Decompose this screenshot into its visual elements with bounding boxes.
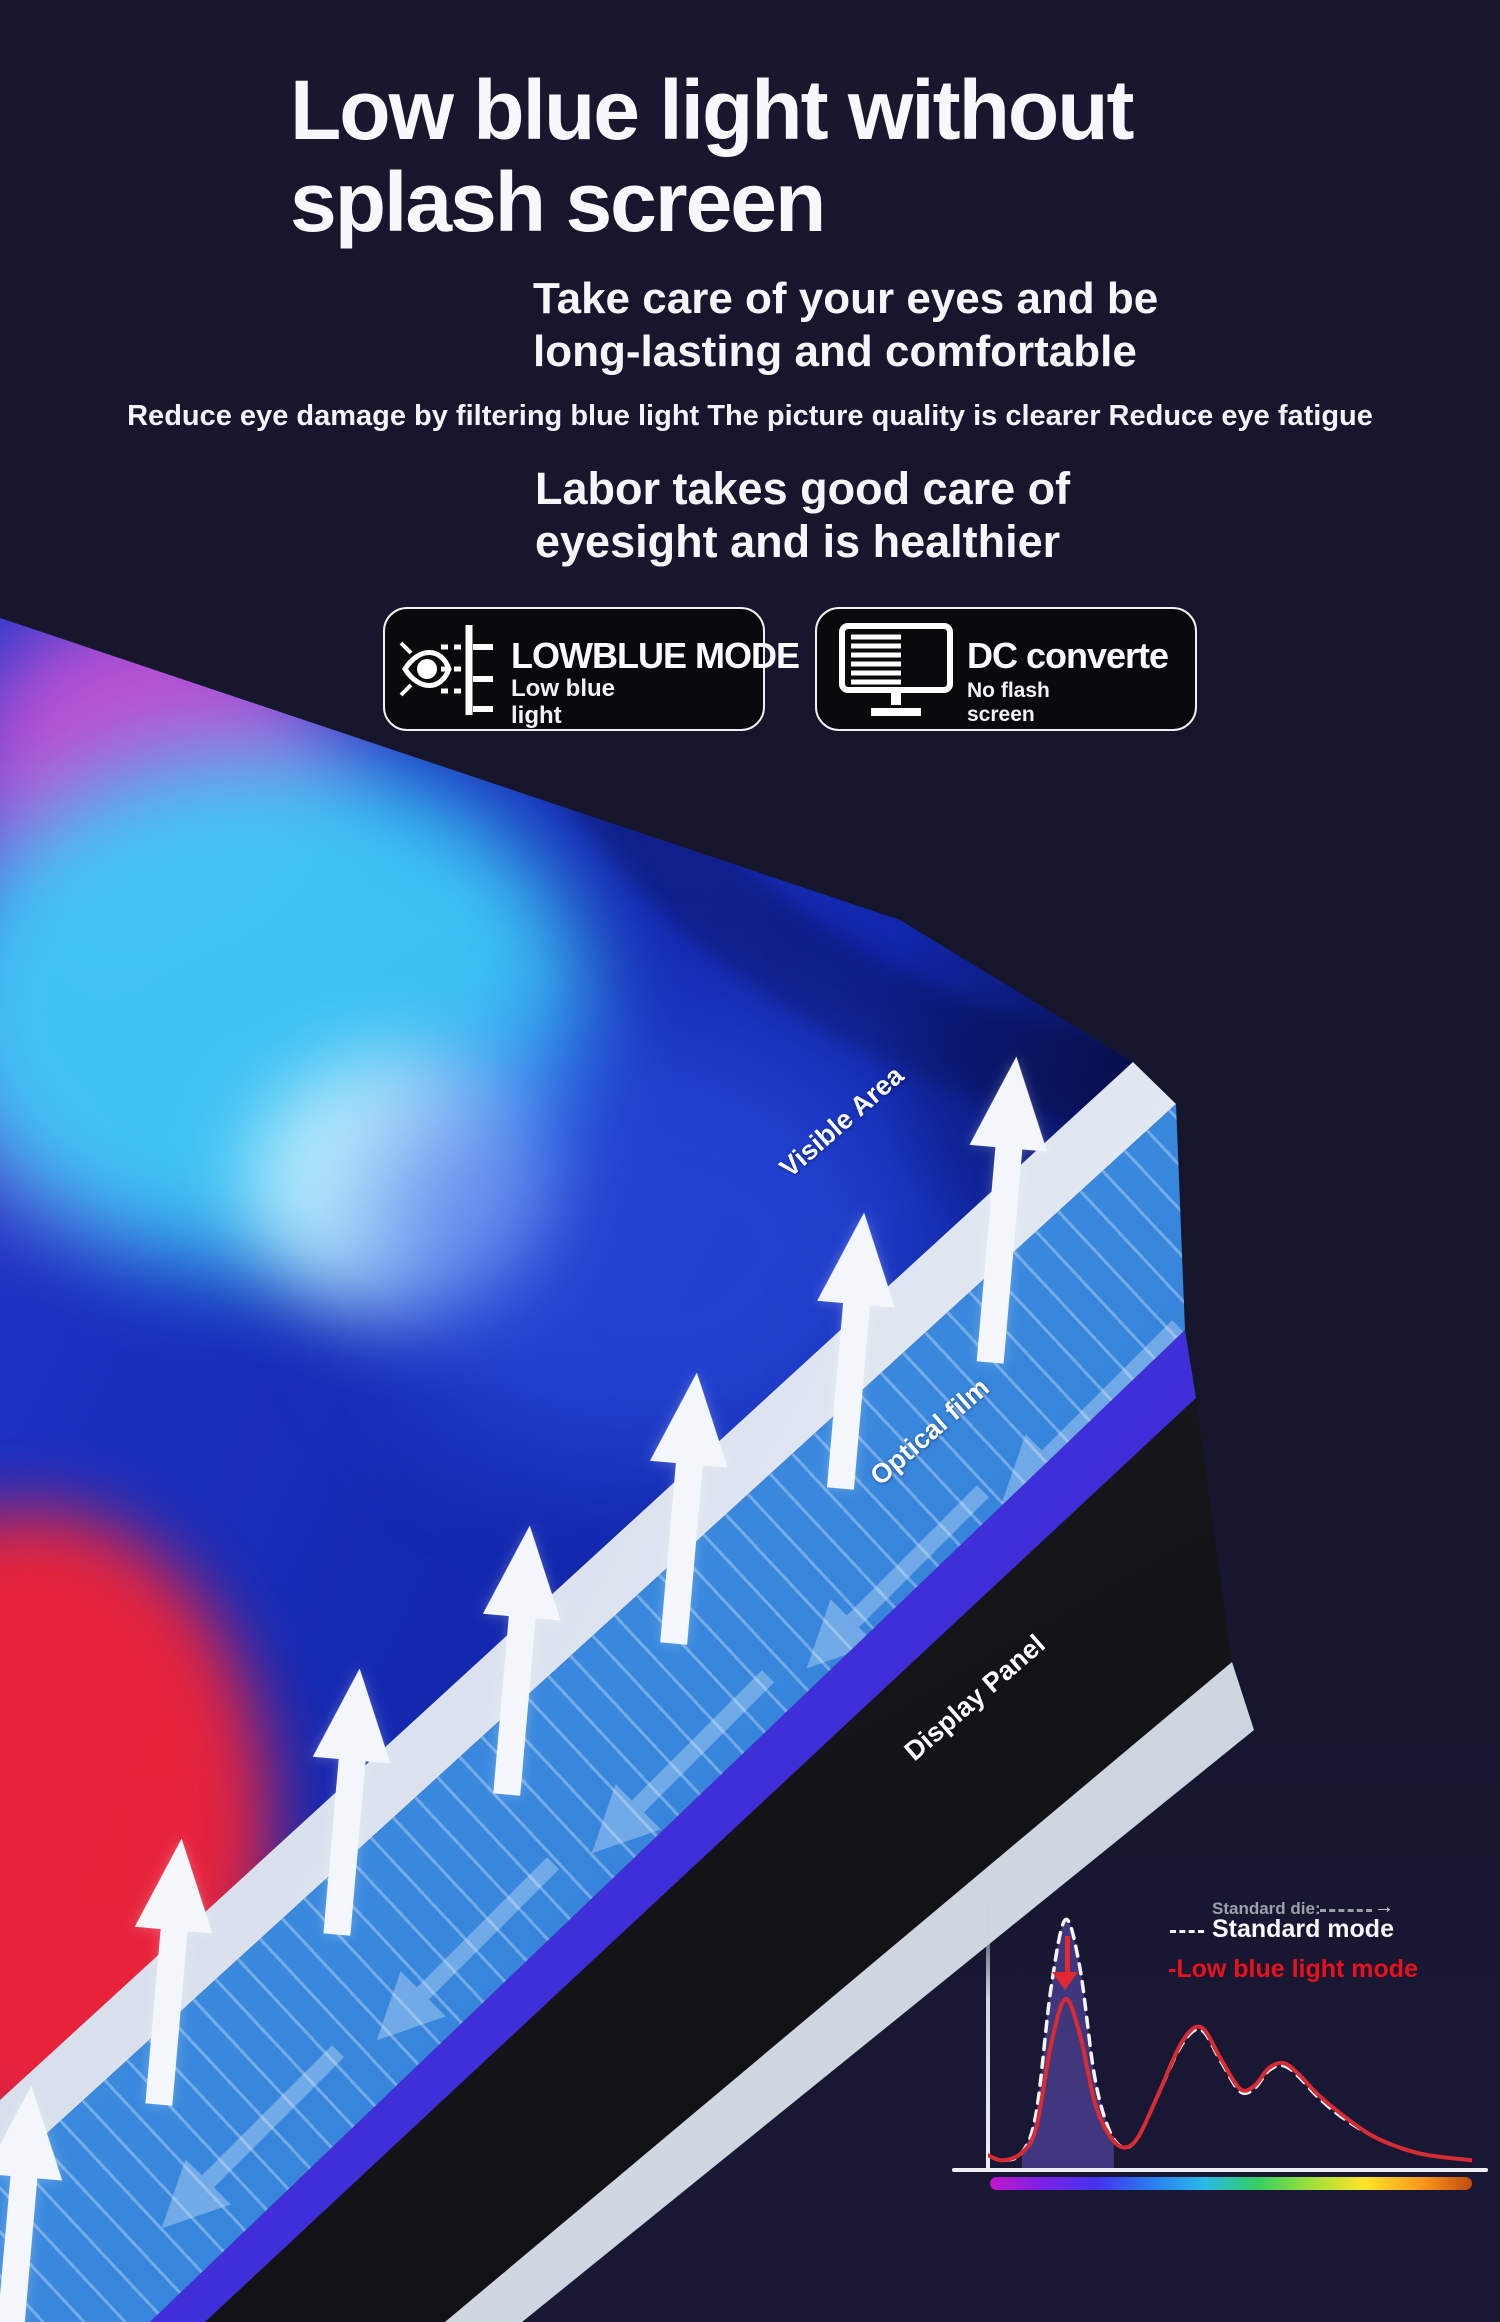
lowblue-badge-sub-line1: Low blue — [511, 675, 615, 702]
chart-x-axis — [952, 2168, 1488, 2172]
subtitle-line-1: Take care of your eyes and be — [533, 274, 1159, 323]
legend-low-blue-mode: -Low blue light mode — [1168, 1955, 1418, 1983]
legend-standard-mode: Standard mode — [1212, 1915, 1394, 1943]
blue-peak-fill — [1021, 1919, 1114, 2168]
title-line-1: Low blue light without — [290, 63, 1134, 157]
page-title: Low blue light without splash screen — [290, 63, 1134, 249]
lowblue-badge-subtitle: Low blue light — [511, 675, 615, 729]
benefit-text: Labor takes good care of eyesight and is… — [535, 462, 1070, 568]
subtitle: Take care of your eyes and be long-lasti… — [533, 272, 1158, 378]
title-line-2: splash screen — [290, 155, 826, 249]
dc-badge-sub-line2: screen — [967, 703, 1035, 726]
subtitle-line-2: long-lasting and comfortable — [533, 327, 1137, 376]
annotation-dashed-line — [1320, 1909, 1372, 1912]
chart-y-axis — [986, 1906, 990, 2170]
low-blue-mode-curve — [988, 1997, 1472, 2163]
standard-mode-dash-sample — [1170, 1930, 1204, 1933]
lowblue-badge-sub-line2: light — [511, 702, 562, 729]
spectrum-chart — [988, 1917, 1472, 2168]
dc-badge-subtitle: No flash screen — [967, 679, 1050, 727]
annotation-arrow-icon: → — [1374, 1896, 1394, 1918]
eye-filter-icon — [399, 625, 493, 715]
spectrum-gradient-bar — [990, 2177, 1472, 2190]
dc-converter-badge: DC converte No flash screen — [815, 607, 1197, 731]
benefit-line-1: Labor takes good care of — [535, 463, 1071, 514]
monitor-lines-icon — [839, 623, 953, 716]
lowblue-badge-title: LOWBLUE MODE — [511, 635, 800, 676]
tagline: Reduce eye damage by filtering blue ligh… — [127, 400, 1373, 432]
dc-badge-sub-line1: No flash — [967, 679, 1050, 702]
blue-reduction-down-arrow — [1052, 1936, 1082, 1990]
lowblue-mode-badge: LOWBLUE MODE Low blue light — [383, 607, 800, 731]
chart-annotation: Standard die: — [1212, 1899, 1321, 1918]
benefit-line-2: eyesight and is healthier — [535, 516, 1061, 567]
dc-badge-title: DC converte — [967, 635, 1169, 676]
